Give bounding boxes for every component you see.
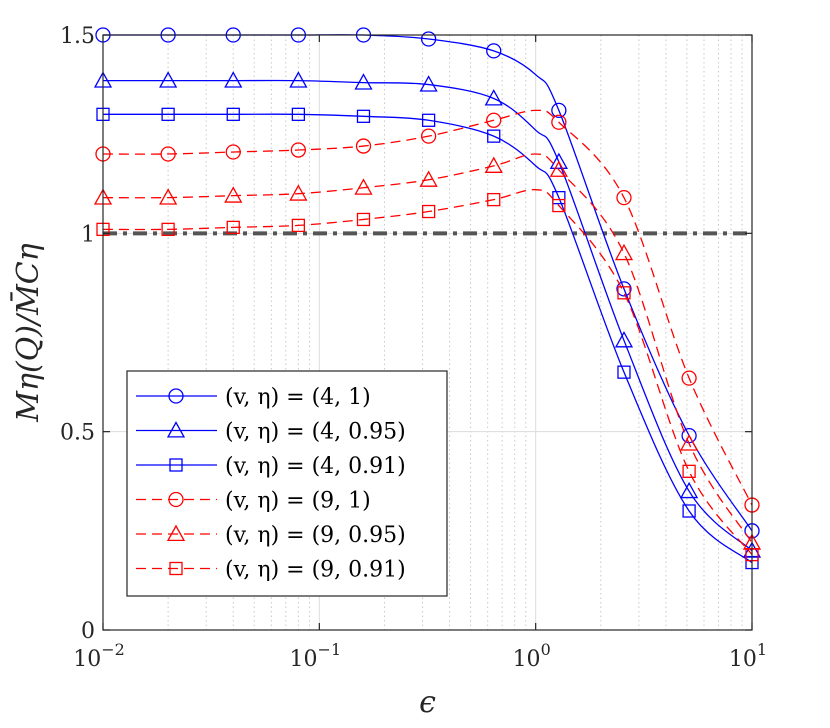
data-point (291, 107, 306, 121)
y-tick-label: 1.5 (60, 24, 95, 49)
data-point (356, 212, 371, 227)
series-2 (96, 107, 759, 570)
y-tick-label: 0 (81, 619, 95, 644)
data-point (161, 222, 175, 237)
legend-entry: (v, η) = (9, 0.95) (136, 523, 406, 548)
data-point (681, 370, 697, 386)
x-tick-base: 10 (513, 647, 541, 672)
data-point (617, 365, 631, 379)
x-tick-exponent: −1 (318, 640, 342, 659)
series-line (102, 113, 753, 564)
data-point (224, 186, 243, 203)
legend-entry: (v, η) = (9, 1) (136, 489, 371, 514)
x-axis-label: ϵ (419, 685, 436, 720)
x-tick-base: 10 (729, 647, 757, 672)
data-point (420, 31, 437, 47)
data-point (616, 281, 632, 297)
x-tick-label: 101 (729, 640, 767, 672)
data-point (354, 73, 373, 90)
series-3 (95, 109, 760, 513)
series-line (103, 79, 753, 552)
data-point (487, 192, 501, 207)
data-point (225, 144, 241, 160)
data-point (616, 189, 632, 206)
data-point (680, 481, 699, 499)
legend-label: (v, η) = (9, 0.91) (225, 558, 406, 583)
series-line (102, 109, 753, 506)
data-point (289, 71, 308, 88)
legend-entry: (v, η) = (9, 0.91) (136, 558, 406, 583)
data-point (226, 220, 240, 235)
y-tick-label: 1 (81, 222, 95, 247)
data-point (224, 71, 243, 88)
data-point (617, 286, 631, 300)
data-point (160, 146, 176, 162)
x-tick-base: 10 (290, 647, 318, 672)
plot-area-frame (102, 34, 753, 631)
x-tick-base: 10 (73, 647, 101, 672)
legend-marker (168, 491, 184, 508)
data-point (421, 113, 436, 127)
data-point (614, 331, 634, 348)
y-axis-label: Mη(Q)/M̄Cη (10, 243, 46, 422)
legend-entry: (v, η) = (4, 1) (136, 385, 371, 410)
data-point (159, 71, 178, 88)
data-point (614, 243, 634, 261)
legend-marker (168, 388, 184, 404)
data-point (552, 198, 566, 213)
x-tick-exponent: −2 (101, 640, 125, 659)
x-tick-exponent: 1 (757, 640, 767, 659)
data-point (486, 112, 502, 128)
data-point (551, 114, 567, 130)
legend-label: (v, η) = (4, 0.91) (225, 454, 406, 479)
data-point (682, 504, 696, 518)
data-point (291, 218, 306, 233)
data-point (289, 184, 308, 201)
legend-box (126, 370, 448, 597)
x-tick-exponent: 0 (541, 640, 551, 659)
legend-marker (169, 458, 183, 472)
data-point (421, 204, 436, 219)
legend-label: (v, η) = (4, 1) (225, 385, 371, 410)
data-point (549, 160, 568, 177)
legend-entry: (v, η) = (4, 0.95) (136, 420, 406, 445)
data-point (290, 142, 307, 158)
y-tick-label: 0.5 (60, 421, 95, 446)
legend-marker (166, 524, 186, 542)
legend-label: (v, η) = (9, 0.95) (225, 523, 406, 548)
data-point (226, 107, 240, 121)
data-point (159, 188, 178, 205)
data-point (484, 156, 503, 173)
data-point (549, 152, 568, 169)
legend-marker (169, 561, 183, 576)
legend-entry: (v, η) = (4, 0.91) (136, 454, 406, 479)
legend-label: (v, η) = (9, 1) (225, 489, 371, 514)
x-tick-label: 100 (513, 640, 551, 672)
series-line (102, 153, 753, 544)
data-point (420, 128, 437, 144)
data-point (551, 102, 567, 119)
data-point (356, 109, 371, 123)
x-tick-label: 10−1 (290, 640, 342, 672)
data-point (486, 43, 502, 59)
data-point (484, 89, 503, 106)
data-point (354, 178, 373, 195)
data-point (419, 170, 438, 187)
data-point (161, 107, 175, 121)
legend: (v, η) = (4, 1) (v, η) = (4, 0.95) (v, η) … (126, 370, 448, 597)
legend-marker (166, 421, 186, 438)
series-5 (96, 189, 759, 562)
data-point (419, 75, 438, 92)
data-point (682, 464, 696, 478)
data-point (487, 129, 501, 143)
data-point (680, 434, 699, 451)
x-tick-label: 10−2 (73, 640, 125, 672)
legend-label: (v, η) = (4, 0.95) (225, 420, 406, 445)
data-point (355, 138, 372, 154)
